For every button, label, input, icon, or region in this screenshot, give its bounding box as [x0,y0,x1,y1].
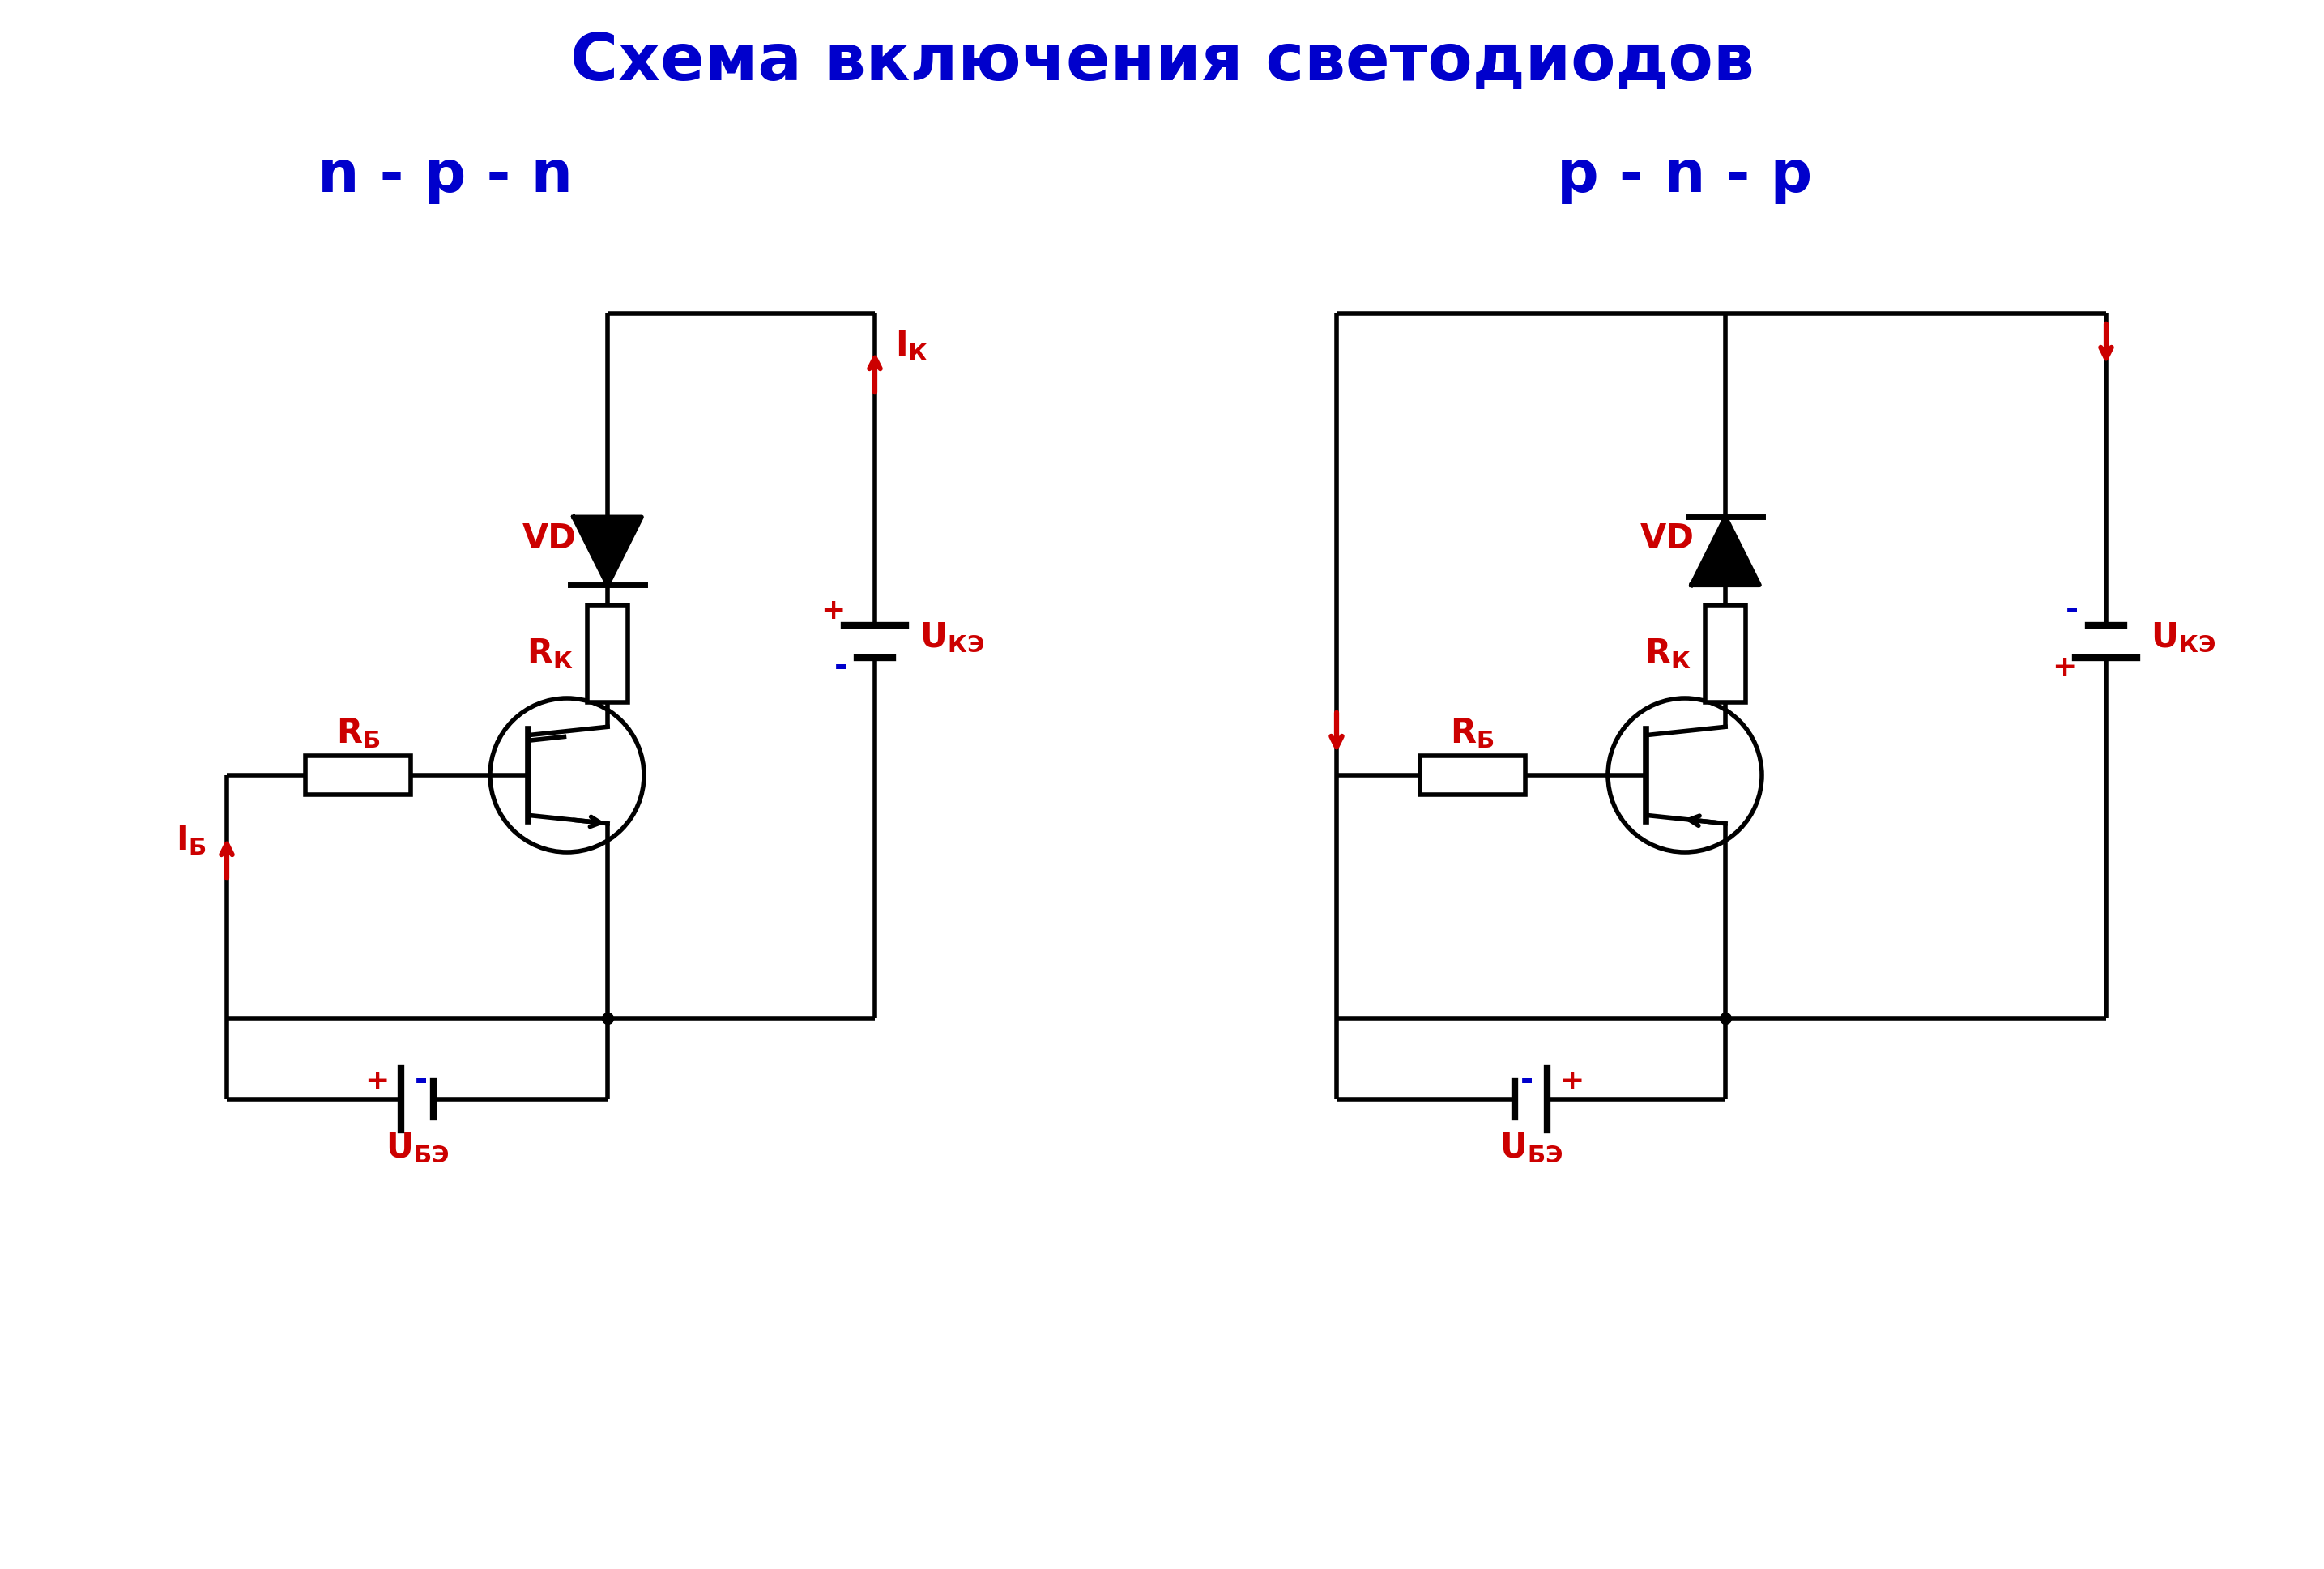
Text: -: - [1520,1065,1534,1097]
Polygon shape [574,518,641,585]
Bar [307,756,411,794]
Polygon shape [1692,518,1759,585]
Text: +: + [2052,654,2075,681]
Text: +: + [1559,1067,1585,1095]
Text: $\mathbf{R_К}$: $\mathbf{R_К}$ [528,637,574,672]
Text: -: - [414,1065,428,1097]
Text: $\mathbf{R_Б}$: $\mathbf{R_Б}$ [337,715,381,750]
Text: $\mathbf{U_{КЭ}}$: $\mathbf{U_{КЭ}}$ [2150,620,2215,654]
Bar [588,606,627,703]
Text: $\mathbf{I_Б}$: $\mathbf{I_Б}$ [177,824,207,857]
Text: $\mathbf{R_Б}$: $\mathbf{R_Б}$ [1450,715,1494,750]
Text: p - n - p: p - n - p [1557,147,1813,204]
Bar [1420,756,1525,794]
Text: -: - [2066,595,2078,626]
Text: +: + [820,596,846,624]
Text: $\mathbf{U_{БЭ}}$: $\mathbf{U_{БЭ}}$ [1499,1131,1562,1164]
Bar [1706,606,1745,703]
Text: +: + [365,1067,388,1095]
Text: VD: VD [1641,522,1694,555]
Text: n - p - n: n - p - n [318,147,574,204]
Text: VD: VD [523,522,576,555]
Text: $\mathbf{R_К}$: $\mathbf{R_К}$ [1645,637,1692,672]
Text: $\mathbf{I_К}$: $\mathbf{I_К}$ [895,329,930,362]
Text: -: - [834,653,848,683]
Text: Схема включения светодиодов: Схема включения светодиодов [569,31,1755,94]
Text: $\mathbf{U_{КЭ}}$: $\mathbf{U_{КЭ}}$ [920,620,983,654]
Text: $\mathbf{U_{БЭ}}$: $\mathbf{U_{БЭ}}$ [386,1131,449,1164]
